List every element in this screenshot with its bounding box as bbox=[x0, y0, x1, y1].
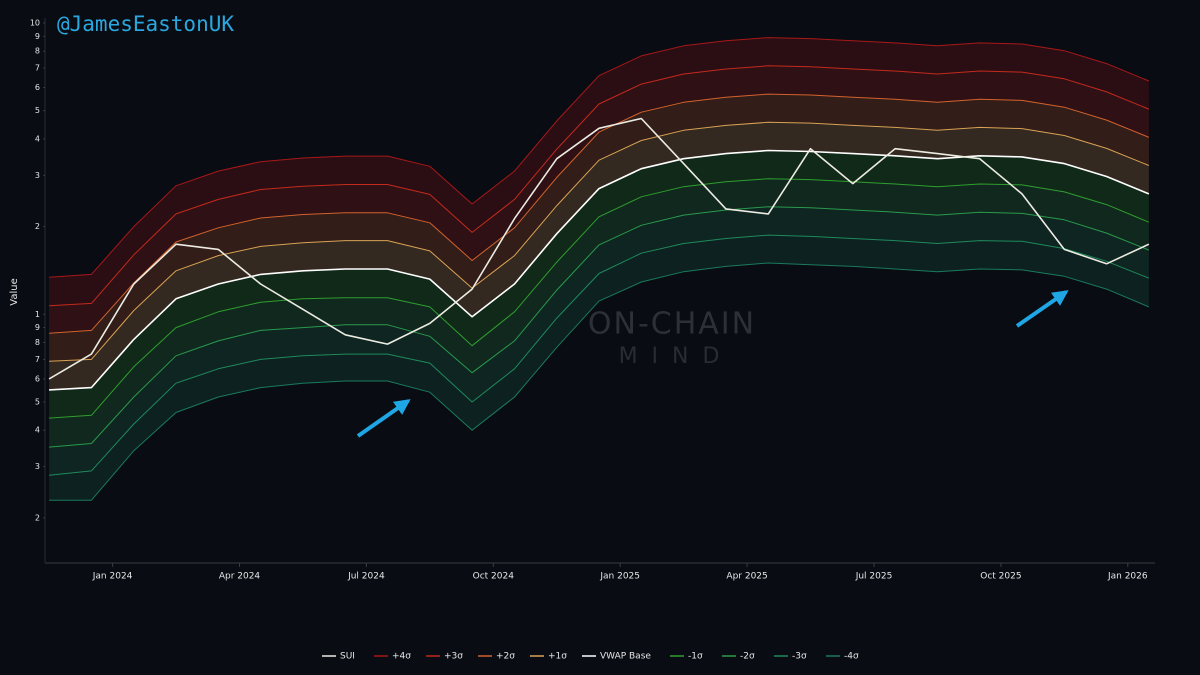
x-tick-label: Jul 2025 bbox=[855, 572, 893, 582]
legend-label: SUI bbox=[340, 652, 355, 662]
x-tick-label: Jan 2024 bbox=[92, 572, 133, 582]
x-tick-label: Jan 2025 bbox=[599, 572, 640, 582]
y-tick-label: 9 bbox=[35, 32, 40, 41]
band-line bbox=[49, 93, 1150, 334]
y-tick-label: 4 bbox=[35, 426, 40, 435]
band-line bbox=[49, 178, 1150, 419]
legend-label: +4σ bbox=[392, 652, 411, 662]
y-axis-label: Value bbox=[9, 278, 20, 305]
y-tick-label: 3 bbox=[35, 171, 40, 180]
price-line bbox=[48, 117, 1150, 380]
y-tick-label: 5 bbox=[35, 397, 40, 406]
y-tick-label: 4 bbox=[35, 134, 40, 143]
plot: 10 9 8 7 6 5 4 3 2 1 9 8 7 6 5 4 3 2 Jan 2024 Apr 2024 Jul 2… bbox=[30, 18, 1150, 582]
band-fill bbox=[49, 150, 1149, 419]
band-fill bbox=[49, 235, 1149, 501]
band-line bbox=[49, 206, 1150, 448]
watermark: ON-CHAIN bbox=[588, 307, 756, 342]
y-tick-label: 7 bbox=[35, 355, 40, 364]
y-tick-label: 7 bbox=[35, 64, 40, 73]
band-fill bbox=[49, 122, 1149, 390]
y-tick-label: 6 bbox=[35, 374, 40, 383]
y-tick-label: 2 bbox=[35, 513, 40, 522]
y-tick-label: 8 bbox=[35, 47, 40, 56]
legend-label: +2σ bbox=[496, 652, 515, 662]
band-line bbox=[49, 37, 1150, 278]
band-line bbox=[49, 234, 1150, 476]
y-tick-label: 3 bbox=[35, 462, 40, 471]
x-tick-label: Jan 2026 bbox=[1107, 572, 1148, 582]
y-tick-label: 1 bbox=[35, 310, 40, 319]
band-line bbox=[49, 262, 1150, 501]
legend-label: -3σ bbox=[792, 652, 807, 662]
band-fill bbox=[49, 65, 1149, 334]
arrow bbox=[356, 399, 411, 438]
band-fill bbox=[49, 37, 1149, 306]
chart-title: @JamesEastonUK bbox=[57, 12, 234, 36]
legend: SUI +4σ +3σ +2σ +1σ VWAP Base -1σ -2σ -3σ -4σ bbox=[322, 652, 859, 662]
y-tick-label: 6 bbox=[35, 83, 40, 92]
arrow bbox=[1015, 290, 1069, 328]
x-tick-label: Oct 2025 bbox=[980, 572, 1021, 582]
legend-label: -1σ bbox=[688, 652, 703, 662]
y-tick-label: 5 bbox=[35, 106, 40, 115]
band-fill bbox=[49, 178, 1149, 448]
legend-label: -4σ bbox=[844, 652, 859, 662]
band-fills bbox=[49, 37, 1149, 501]
y-tick-label: 9 bbox=[35, 323, 40, 332]
x-tick-label: Apr 2025 bbox=[726, 572, 767, 582]
legend-label: VWAP Base bbox=[600, 652, 651, 662]
y-tick-label: 10 bbox=[30, 18, 40, 27]
band-fill bbox=[49, 206, 1149, 476]
x-tick-label: Oct 2024 bbox=[473, 572, 515, 582]
watermark: MIND bbox=[619, 344, 734, 369]
legend-label: +3σ bbox=[444, 652, 463, 662]
x-tick-label: Jul 2024 bbox=[347, 572, 385, 582]
y-tick-label: 2 bbox=[35, 222, 40, 231]
y-tick-label: 8 bbox=[35, 338, 40, 347]
legend-label: -2σ bbox=[740, 652, 755, 662]
band-line bbox=[49, 121, 1150, 362]
band-line bbox=[49, 65, 1150, 307]
x-tick-label: Apr 2024 bbox=[219, 572, 261, 582]
legend-label: +1σ bbox=[548, 652, 567, 662]
band-fill bbox=[49, 94, 1149, 362]
